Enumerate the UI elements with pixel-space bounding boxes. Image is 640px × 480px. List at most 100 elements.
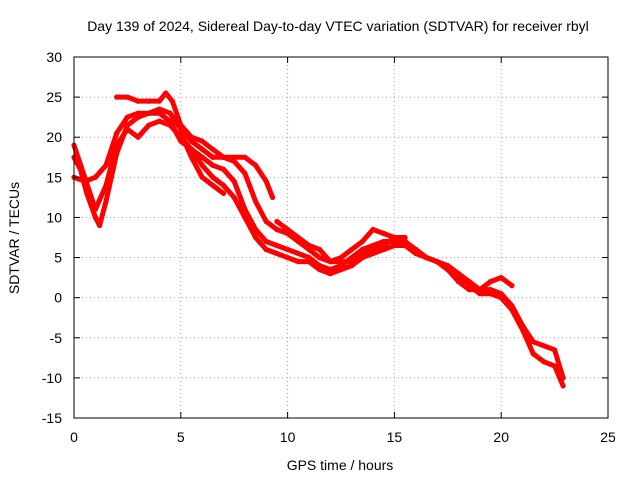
data-point [477, 287, 483, 293]
data-point [402, 242, 408, 249]
y-tick-label: -15 [42, 410, 62, 426]
data-point [317, 255, 323, 261]
data-point [242, 154, 248, 160]
data-point [135, 134, 141, 140]
data-point [103, 182, 109, 188]
data-point [530, 339, 536, 345]
data-point [370, 246, 376, 253]
data-point [560, 383, 566, 389]
series-track-f [274, 218, 408, 265]
data-series [71, 90, 566, 389]
data-point [359, 250, 365, 257]
data-point [92, 206, 98, 212]
x-tick-label: 15 [387, 429, 403, 445]
y-axis-label: SDTVAR / TECUs [6, 182, 22, 294]
y-tick-label: -10 [42, 370, 62, 386]
data-point [163, 90, 169, 96]
data-point [466, 287, 472, 293]
data-point [231, 194, 237, 200]
data-point [114, 142, 120, 148]
data-point [423, 255, 429, 261]
data-point [124, 126, 130, 132]
y-tick-label: -5 [50, 330, 63, 346]
data-point [466, 279, 472, 285]
data-point [156, 118, 162, 124]
data-point [178, 122, 184, 128]
y-tick-label: 25 [46, 89, 62, 105]
x-tick-label: 20 [493, 429, 509, 445]
data-point [82, 174, 88, 180]
data-point [520, 323, 526, 329]
chart-title: Day 139 of 2024, Sidereal Day-to-day VTE… [87, 18, 589, 34]
data-point [178, 130, 184, 136]
data-point [156, 106, 162, 112]
data-point [317, 246, 323, 253]
data-point [97, 222, 103, 229]
data-point [381, 230, 387, 237]
data-point [220, 182, 227, 188]
data-point [253, 234, 259, 241]
data-point [509, 303, 515, 309]
data-point [242, 214, 248, 220]
data-point [455, 271, 462, 277]
data-point [274, 218, 280, 225]
plot-frame [73, 56, 609, 419]
data-point [402, 238, 408, 245]
data-point [188, 154, 195, 160]
data-point [560, 375, 566, 381]
data-point [359, 238, 365, 245]
data-point [263, 218, 269, 225]
series-track-e [178, 130, 227, 196]
data-point [231, 154, 237, 160]
data-point [210, 182, 216, 188]
data-point [391, 242, 397, 249]
data-point [509, 283, 515, 289]
data-point [199, 162, 205, 168]
data-point [274, 250, 280, 257]
data-point [455, 279, 462, 285]
data-point [270, 194, 276, 200]
data-point [413, 246, 419, 253]
y-tick-label: 15 [46, 169, 62, 185]
data-point [124, 122, 130, 128]
data-point [124, 114, 130, 120]
series-track-b [71, 106, 566, 381]
data-point [156, 98, 162, 104]
data-point [220, 166, 227, 172]
data-point [231, 178, 237, 184]
data-point [477, 291, 483, 297]
data-point [92, 214, 98, 220]
x-tick-label: 25 [600, 429, 616, 445]
data-point [220, 154, 227, 160]
data-point [210, 162, 216, 168]
data-point [370, 226, 376, 233]
data-point [306, 242, 312, 249]
x-axis-label: GPS time / hours [287, 457, 394, 473]
data-point [285, 246, 291, 253]
data-point [199, 154, 205, 160]
data-point [169, 98, 175, 104]
data-point [295, 250, 301, 257]
data-point [338, 267, 344, 273]
data-point [498, 275, 504, 281]
data-point [146, 98, 152, 104]
data-point [135, 114, 141, 120]
data-point [124, 94, 130, 100]
data-point [103, 162, 109, 168]
data-point [338, 255, 344, 261]
data-point [135, 98, 141, 104]
x-tick-label: 0 [70, 429, 78, 445]
data-point [114, 130, 120, 136]
data-point [338, 259, 344, 265]
data-point [487, 279, 494, 285]
data-point [188, 134, 195, 140]
data-point [541, 359, 547, 365]
data-point [146, 110, 152, 116]
data-point [263, 238, 269, 245]
y-tick-label: 30 [46, 49, 62, 65]
data-point [210, 146, 216, 152]
data-point [349, 263, 355, 269]
data-point [349, 246, 355, 253]
y-tick-label: 5 [54, 250, 62, 266]
